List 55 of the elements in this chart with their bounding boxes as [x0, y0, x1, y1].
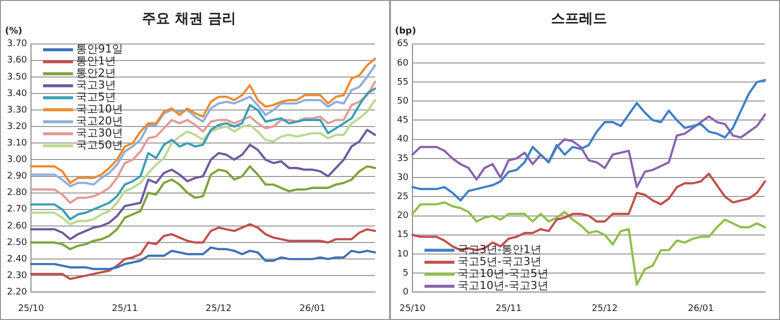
y-tick-label: 5	[402, 268, 408, 278]
y-tick-label: 55	[397, 77, 408, 88]
legend-label: 통안1년	[76, 54, 116, 68]
chart-title: 스프레드	[551, 11, 607, 28]
y-tick-label: 3.40	[6, 88, 28, 99]
legend-label: 통안2년	[76, 66, 116, 80]
y-tick-label: 2.20	[6, 288, 28, 298]
legend-label: 국고3년-통안1년	[457, 243, 542, 256]
y-tick-label: 2.90	[6, 172, 28, 182]
y-tick-label: 25	[397, 192, 408, 202]
x-tick-label: 25/12	[206, 304, 232, 314]
y-tick-label: 0	[402, 288, 409, 298]
x-tick-label: 25/12	[592, 304, 618, 314]
x-tick-label: 25/11	[112, 304, 138, 314]
y-tick-label: 2.50	[6, 238, 28, 248]
legend-label: 국고30년	[76, 126, 124, 140]
y-tick-label: 3.00	[6, 155, 28, 166]
y-tick-label: 35	[397, 154, 408, 164]
x-tick-label: 25/10	[399, 304, 426, 314]
legend-label: 국고10년	[76, 102, 124, 116]
legend-label: 국고5년-국고3년	[457, 255, 542, 268]
x-tick-label: 25/10	[18, 304, 44, 314]
legend-label: 국고5년	[76, 90, 116, 104]
y-tick-label: 3.20	[6, 122, 28, 132]
x-tick-label: 26/01	[688, 304, 714, 314]
y-axis-title: (%)	[5, 26, 22, 37]
legend-label: 국고3년	[76, 78, 116, 92]
y-tick-label: 2.60	[6, 221, 28, 232]
x-tick-label: 25/11	[496, 304, 522, 314]
y-tick-label: 3.60	[6, 56, 28, 66]
x-tick-label: 26/01	[299, 304, 326, 314]
y-tick-label: 2.80	[6, 188, 28, 198]
y-tick-label: 3.10	[6, 138, 28, 149]
legend-label: 국고10년-국고3년	[457, 279, 548, 292]
y-tick-label: 50	[397, 96, 409, 106]
legend-label: 국고10년-국고5년	[457, 267, 548, 280]
y-tick-label: 65	[397, 39, 408, 50]
y-tick-label: 45	[397, 116, 408, 126]
y-tick-label: 2.70	[6, 204, 28, 215]
y-axis-title: (bp)	[395, 26, 416, 37]
y-tick-label: 2.40	[6, 254, 28, 264]
y-tick-label: 2.30	[6, 270, 28, 281]
y-tick-label: 60	[397, 58, 409, 68]
y-tick-label: 15	[397, 230, 408, 240]
chart-title: 주요 채권 금리	[142, 11, 236, 28]
y-tick-label: 3.70	[6, 39, 28, 50]
y-tick-label: 3.30	[6, 105, 28, 116]
y-tick-label: 10	[397, 249, 409, 260]
legend-label: 통안91일	[76, 42, 124, 56]
y-tick-label: 30	[397, 172, 409, 183]
legend-label: 국고20년	[76, 114, 124, 128]
y-tick-label: 20	[397, 211, 409, 222]
y-tick-label: 3.50	[6, 72, 28, 82]
legend-label: 국고50년	[76, 138, 124, 152]
y-tick-label: 40	[397, 134, 409, 145]
